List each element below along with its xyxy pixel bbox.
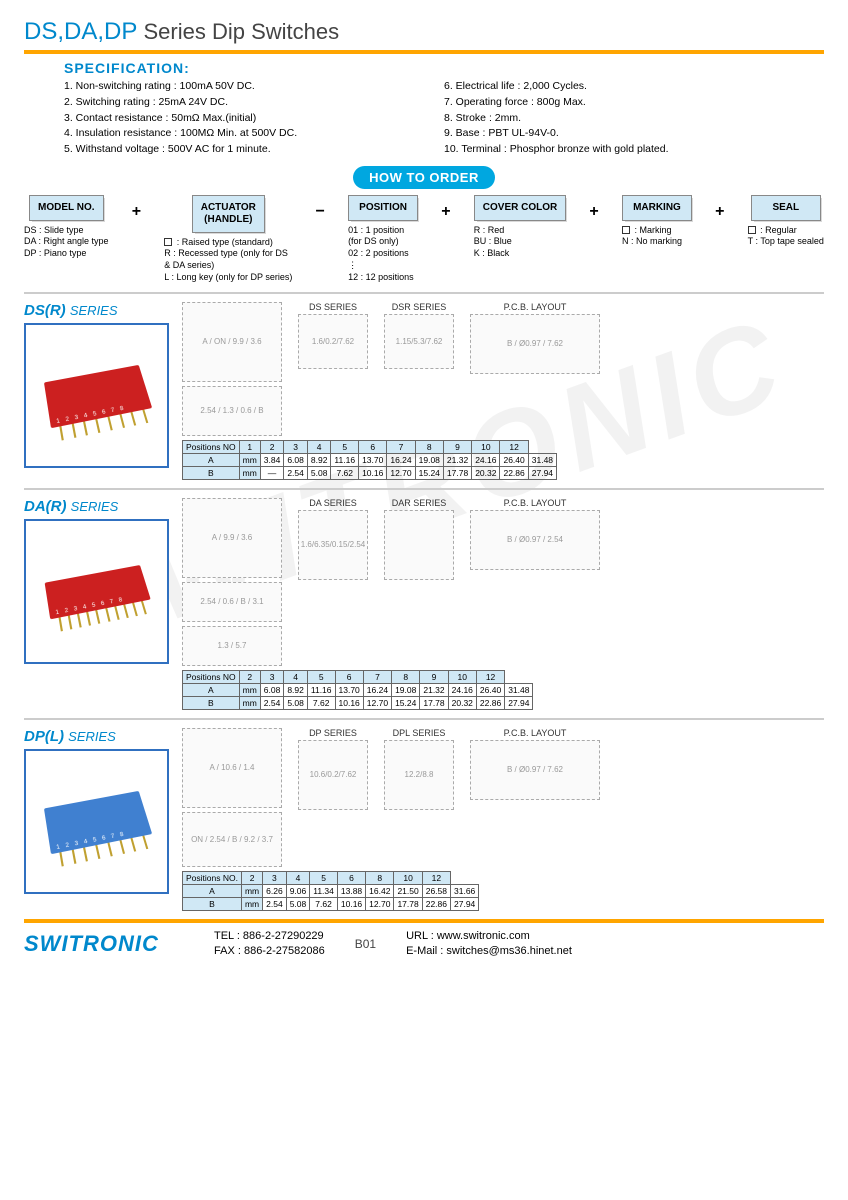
title-series: DS,DA,DP [24, 18, 137, 45]
dpl-profile: 12.2/8.8 [384, 740, 454, 810]
order-desc: : MarkingN : No marking [622, 225, 692, 248]
order-op: + [713, 195, 726, 229]
dpl-photo [24, 749, 169, 894]
order-box: MODEL NO. [29, 195, 103, 221]
spec-item: 2. Switching rating : 25mA 24V DC. [64, 95, 444, 111]
order-op: + [439, 195, 452, 229]
order-desc: DS : Slide typeDA : Right angle typeDP :… [24, 225, 109, 260]
footer-tel: TEL : 886-2-27290229 [214, 929, 325, 944]
dsr-profile: 1.15/5.3/7.62 [384, 314, 454, 369]
dpl-side-view: ON / 2.54 / B / 9.2 / 3.7 [182, 812, 282, 867]
order-desc: R : RedBU : BlueK : Black [474, 225, 566, 260]
footer-contact: TEL : 886-2-27290229 FAX : 886-2-2758208… [214, 929, 325, 960]
footer-web: URL : www.switronic.com E-Mail : switche… [406, 929, 572, 960]
section-dsr: DS(R) SERIES A / ON / 9.9 / 3.6 2.54 / 1… [24, 292, 824, 488]
dar-top-view: A / 9.9 / 3.6 [182, 498, 282, 578]
dp-label: DP SERIES [298, 728, 368, 738]
dar-table: Positions NO234567891012Amm6.088.9211.16… [182, 670, 533, 710]
section-dar: DA(R) SERIES A / 9.9 / 3.6 2.54 / 0.6 / … [24, 488, 824, 718]
order-box: ACTUATOR(HANDLE) [192, 195, 265, 233]
footer: SWITRONIC TEL : 886-2-27290229 FAX : 886… [24, 919, 824, 960]
spec-item: 9. Base : PBT UL-94V-0. [444, 126, 824, 142]
ds-label: DS SERIES [298, 302, 368, 312]
title-rest: Series Dip Switches [137, 19, 339, 44]
dar-title: DA(R) SERIES [24, 498, 174, 515]
dp-profile: 10.6/0.2/7.62 [298, 740, 368, 810]
dsr-top-view: A / ON / 9.9 / 3.6 [182, 302, 282, 382]
dsr-photo [24, 323, 169, 468]
ds-profile: 1.6/0.2/7.62 [298, 314, 368, 369]
spec-right: 6. Electrical life : 2,000 Cycles. 7. Op… [444, 79, 824, 158]
page-title: DS,DA,DP Series Dip Switches [24, 18, 824, 46]
spec-heading: SPECIFICATION: [64, 60, 824, 76]
order-op: + [587, 195, 600, 229]
order-desc: : RegularT : Top tape sealed [748, 225, 824, 248]
order-row: MODEL NO. DS : Slide typeDA : Right angle… [24, 195, 824, 284]
pcb-label: P.C.B. LAYOUT [470, 302, 600, 312]
dsr-label: DSR SERIES [384, 302, 454, 312]
spec-item: 3. Contact resistance : 50mΩ Max.(initia… [64, 111, 444, 127]
order-box: COVER COLOR [474, 195, 566, 221]
order-box: POSITION [348, 195, 418, 221]
spec-item: 10. Terminal : Phosphor bronze with gold… [444, 142, 824, 158]
dpl-top-view: A / 10.6 / 1.4 [182, 728, 282, 808]
section-dpl: DP(L) SERIES A / 10.6 / 1.4 ON / 2.54 / … [24, 718, 824, 919]
order-box: SEAL [751, 195, 821, 221]
dar-label2: DAR SERIES [384, 498, 454, 508]
da-profile: 1.6/6.35/0.15/2.54 [298, 510, 368, 580]
footer-fax: FAX : 886-2-27582086 [214, 944, 325, 959]
footer-logo: SWITRONIC [24, 931, 184, 957]
spec-left: 1. Non-switching rating : 100mA 50V DC. … [64, 79, 444, 158]
pcb-label2: P.C.B. LAYOUT [470, 498, 600, 508]
spec-item: 6. Electrical life : 2,000 Cycles. [444, 79, 824, 95]
dar-pcb: B / Ø0.97 / 2.54 [470, 510, 600, 570]
dar-profile [384, 510, 454, 580]
order-desc: 01 : 1 position(for DS only)02 : 2 posit… [348, 225, 418, 283]
dpl-pcb: B / Ø0.97 / 7.62 [470, 740, 600, 800]
dar-end-view: 1.3 / 5.7 [182, 626, 282, 666]
order-op: − [314, 195, 327, 229]
pcb-label3: P.C.B. LAYOUT [470, 728, 600, 738]
dsr-pcb: B / Ø0.97 / 7.62 [470, 314, 600, 374]
order-op: + [130, 195, 143, 229]
title-rule [24, 50, 824, 54]
spec-item: 5. Withstand voltage : 500V AC for 1 min… [64, 142, 444, 158]
spec-item: 4. Insulation resistance : 100MΩ Min. at… [64, 126, 444, 142]
order-desc: : Raised type (standard)R : Recessed typ… [164, 237, 292, 284]
dpl-title: DP(L) SERIES [24, 728, 174, 745]
dpl-label2: DPL SERIES [384, 728, 454, 738]
dsr-side-view: 2.54 / 1.3 / 0.6 / B [182, 386, 282, 436]
dpl-table: Positions NO.2345681012Amm6.269.0611.341… [182, 871, 479, 911]
howto-badge: HOW TO ORDER [353, 166, 495, 189]
footer-email: E-Mail : switches@ms36.hinet.net [406, 944, 572, 959]
page-number: B01 [355, 937, 376, 951]
dsr-table: Positions NO1234567891012Amm3.846.088.92… [182, 440, 557, 480]
dar-photo [24, 519, 169, 664]
order-box: MARKING [622, 195, 692, 221]
dsr-title: DS(R) SERIES [24, 302, 174, 319]
spec-item: 7. Operating force : 800g Max. [444, 95, 824, 111]
da-label: DA SERIES [298, 498, 368, 508]
spec-item: 8. Stroke : 2mm. [444, 111, 824, 127]
dar-side-view: 2.54 / 0.6 / B / 3.1 [182, 582, 282, 622]
spec-item: 1. Non-switching rating : 100mA 50V DC. [64, 79, 444, 95]
footer-url: URL : www.switronic.com [406, 929, 572, 944]
